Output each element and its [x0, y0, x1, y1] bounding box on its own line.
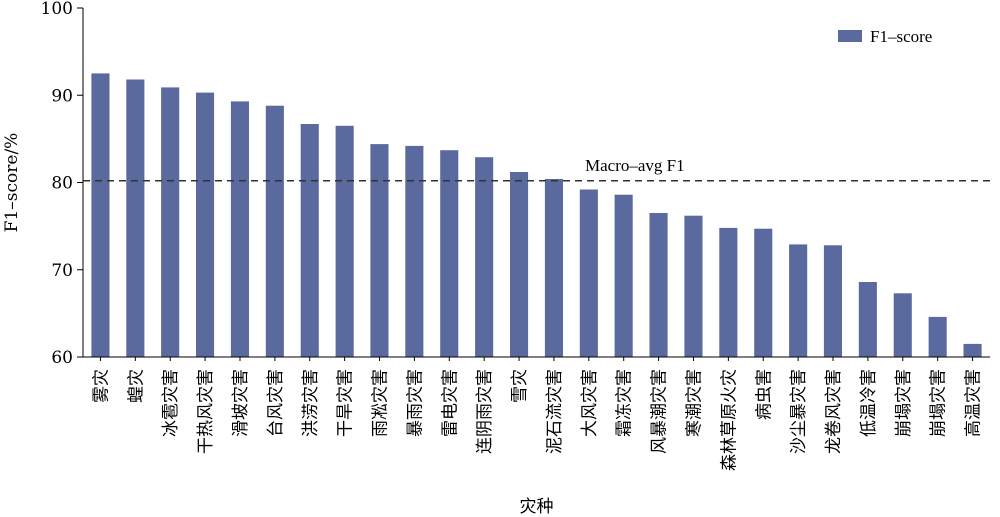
x-tick-label: 冰雹灾害	[161, 369, 181, 437]
bar	[649, 213, 668, 357]
bar	[928, 316, 947, 357]
bar	[754, 228, 773, 357]
x-tick-label: 崩塌灾害	[894, 369, 914, 437]
legend: F1–score	[838, 27, 932, 46]
bar	[475, 157, 494, 357]
bar	[823, 245, 842, 357]
x-tick-label: 洪涝灾害	[301, 369, 321, 437]
x-tick-label: 低温冷害	[859, 369, 879, 437]
bar	[510, 172, 529, 357]
x-axis-title: 灾种	[520, 497, 554, 517]
y-tick-label: 100	[41, 0, 73, 19]
x-tick-label: 霜冻灾害	[615, 369, 635, 437]
bar	[230, 101, 249, 358]
bar	[684, 215, 703, 357]
x-tick-label: 崩塌灾害	[929, 369, 949, 437]
macro-avg-label: Macro–avg F1	[585, 156, 685, 175]
x-tick-label: 雷电灾害	[440, 369, 460, 437]
y-ticks-group: 60 70 80 90 100	[41, 0, 83, 368]
x-tick-label: 风暴潮灾害	[650, 369, 670, 454]
x-tick-label: 暴雨灾害	[405, 369, 425, 437]
x-tick-label: 森林草原火灾	[719, 369, 739, 471]
bar	[893, 293, 912, 357]
bars-group	[91, 73, 982, 358]
y-tick-label: 60	[51, 348, 73, 368]
bar	[405, 145, 424, 357]
x-tick-label: 蝗灾	[126, 369, 146, 403]
y-axis-title: F1–score/%	[2, 133, 22, 233]
bar	[300, 124, 319, 357]
x-tick-label: 雾灾	[91, 369, 111, 403]
bar	[440, 150, 459, 357]
bar	[719, 227, 738, 357]
bar	[265, 105, 284, 357]
axes-group	[82, 8, 990, 358]
bar	[614, 194, 633, 357]
bar	[858, 282, 877, 357]
x-tick-label: 病虫害	[754, 369, 774, 420]
x-tick-label: 雪灾	[510, 369, 530, 403]
y-tick-label: 80	[51, 174, 73, 194]
x-tick-label: 台风灾害	[266, 369, 286, 437]
bar	[335, 125, 354, 357]
x-tick-label: 连阴雨灾害	[475, 369, 495, 454]
x-tick-label: 沙尘暴灾害	[789, 369, 809, 454]
x-tick-label: 寒潮灾害	[685, 369, 705, 437]
bar	[544, 179, 563, 357]
bar	[579, 189, 598, 357]
x-tick-label: 泥石流灾害	[545, 369, 565, 454]
x-tick-label: 大风灾害	[580, 369, 600, 437]
x-tick-label: 龙卷风灾害	[824, 369, 844, 454]
bar	[161, 87, 180, 358]
bar	[963, 343, 982, 357]
x-tick-label: 干热风灾害	[196, 369, 216, 454]
category-labels-group: 雾灾 蝗灾 冰雹灾害 干热风灾害 滑坡灾害 台风灾害 洪涝灾害 干旱灾害 雨凇灾害 暴雨灾害 雷电灾…	[91, 357, 984, 471]
legend-swatch	[838, 30, 862, 42]
y-tick-label: 70	[51, 261, 73, 281]
bar	[196, 92, 215, 357]
y-tick-label: 90	[51, 86, 73, 106]
x-tick-label: 干旱灾害	[336, 369, 356, 437]
legend-label: F1–score	[870, 27, 932, 46]
bar	[370, 144, 389, 357]
x-tick-label: 高温灾害	[964, 369, 984, 437]
x-tick-label: 雨凇灾害	[371, 369, 391, 437]
x-tick-label: 滑坡灾害	[231, 369, 251, 437]
bar	[91, 73, 110, 358]
bar	[126, 79, 145, 357]
bar	[789, 244, 808, 357]
